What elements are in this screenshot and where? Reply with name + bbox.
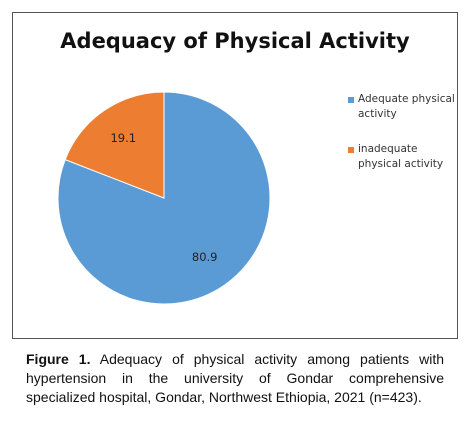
legend-swatch (348, 147, 354, 153)
chart: Adequacy of Physical Activity 80.9 19.1 (12, 12, 458, 339)
legend-swatch (348, 97, 354, 103)
data-label: 19.1 (110, 131, 136, 145)
caption-text: Adequacy of physical activity among pati… (26, 351, 444, 405)
pie-slice (64, 91, 165, 199)
chart-title: Adequacy of Physical Activity (60, 29, 410, 53)
legend-label: Adequate physical activity (358, 93, 455, 120)
data-label: 80.9 (192, 250, 218, 264)
caption-label: Figure 1. (26, 351, 91, 367)
caption: Figure 1. Adequacy of physical activity … (26, 350, 444, 407)
legend-label: inadequate physical activity (358, 143, 444, 170)
